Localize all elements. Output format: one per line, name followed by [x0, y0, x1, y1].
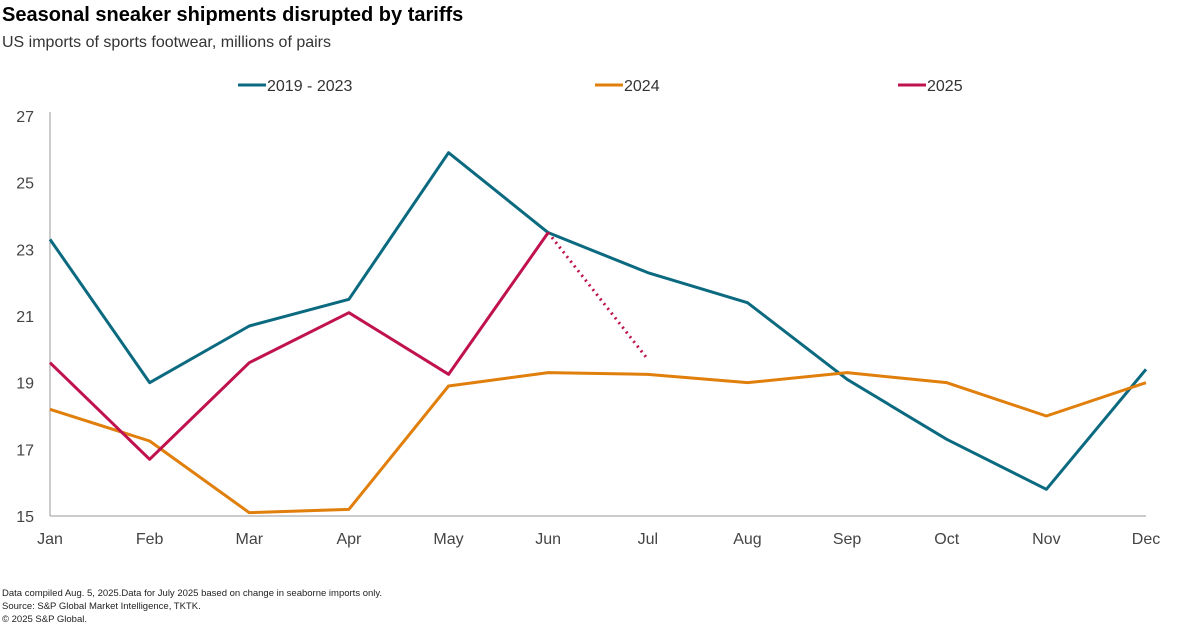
- y-tick-label: 17: [16, 442, 34, 459]
- series-line: [48, 151, 1148, 491]
- series-line: [49, 371, 1147, 515]
- x-tick-label: Sep: [833, 531, 862, 548]
- y-tick-label: 15: [16, 509, 34, 526]
- y-tick-label: 21: [16, 309, 34, 326]
- legend-label: 2024: [624, 78, 660, 95]
- series-line: [48, 231, 550, 461]
- x-tick-label: Apr: [336, 531, 362, 548]
- line-chart: 15 17 19 21 23 25 27 Jan Feb Mar Apr May Jun Jul Aug Se…: [16, 78, 1160, 548]
- footer-copyright: © 2025 S&P Global.: [2, 614, 87, 625]
- x-tick-label: Jun: [535, 531, 561, 548]
- x-tick-label: Oct: [934, 531, 959, 548]
- footer-source: Source: S&P Global Market Intelligence, …: [2, 601, 201, 612]
- x-tick-label: Aug: [733, 531, 761, 548]
- y-tick-label: 19: [16, 376, 34, 393]
- x-tick-label: Jan: [37, 531, 63, 548]
- y-tick-label: 27: [16, 109, 34, 126]
- x-tick-label: Dec: [1132, 531, 1160, 548]
- y-tick-label: 23: [16, 242, 34, 259]
- x-tick-label: Nov: [1032, 531, 1060, 548]
- chart-title: Seasonal sneaker shipments disrupted by …: [2, 4, 464, 26]
- x-tick-label: May: [433, 531, 463, 548]
- x-tick-label: Mar: [235, 531, 263, 548]
- x-tick-label: Jul: [638, 531, 658, 548]
- legend-label: 2019 - 2023: [267, 78, 353, 95]
- x-tick-label: Feb: [136, 531, 164, 548]
- legend-label: 2025: [927, 78, 963, 95]
- footer-note: Data compiled Aug. 5, 2025.Data for July…: [2, 588, 383, 599]
- chart-subtitle: US imports of sports footwear, millions …: [2, 34, 332, 51]
- y-tick-label: 25: [16, 176, 34, 193]
